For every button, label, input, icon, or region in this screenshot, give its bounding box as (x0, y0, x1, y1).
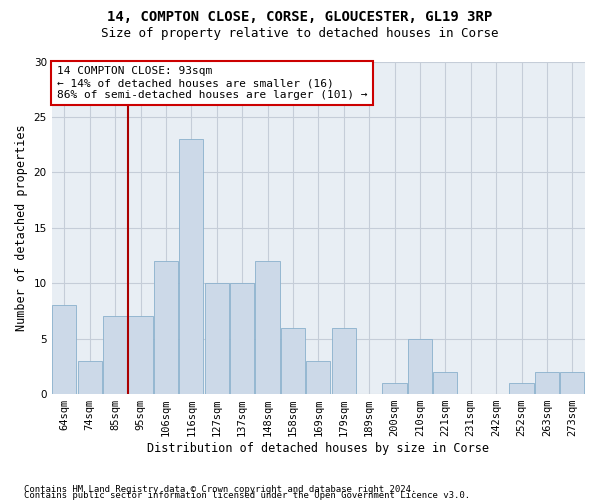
Text: Contains HM Land Registry data © Crown copyright and database right 2024.: Contains HM Land Registry data © Crown c… (24, 484, 416, 494)
Bar (205, 283, 229, 394)
Text: 14 COMPTON CLOSE: 93sqm
← 14% of detached houses are smaller (16)
86% of semi-de: 14 COMPTON CLOSE: 93sqm ← 14% of detache… (57, 66, 367, 100)
Bar (433, 372, 457, 394)
Text: Size of property relative to detached houses in Corse: Size of property relative to detached ho… (101, 28, 499, 40)
Bar (128, 316, 152, 394)
Y-axis label: Number of detached properties: Number of detached properties (15, 124, 28, 331)
Bar (382, 383, 407, 394)
Bar (535, 372, 559, 394)
Bar (230, 283, 254, 394)
Bar (256, 261, 280, 394)
Bar (560, 372, 584, 394)
Bar (408, 338, 432, 394)
Bar (103, 316, 127, 394)
Bar (154, 261, 178, 394)
Text: Contains public sector information licensed under the Open Government Licence v3: Contains public sector information licen… (24, 490, 470, 500)
Bar (332, 328, 356, 394)
Bar (281, 328, 305, 394)
X-axis label: Distribution of detached houses by size in Corse: Distribution of detached houses by size … (148, 442, 490, 455)
Bar (52, 306, 76, 394)
Text: 14, COMPTON CLOSE, CORSE, GLOUCESTER, GL19 3RP: 14, COMPTON CLOSE, CORSE, GLOUCESTER, GL… (107, 10, 493, 24)
Bar (77, 361, 102, 394)
Bar (179, 139, 203, 394)
Bar (509, 383, 533, 394)
Bar (306, 361, 331, 394)
